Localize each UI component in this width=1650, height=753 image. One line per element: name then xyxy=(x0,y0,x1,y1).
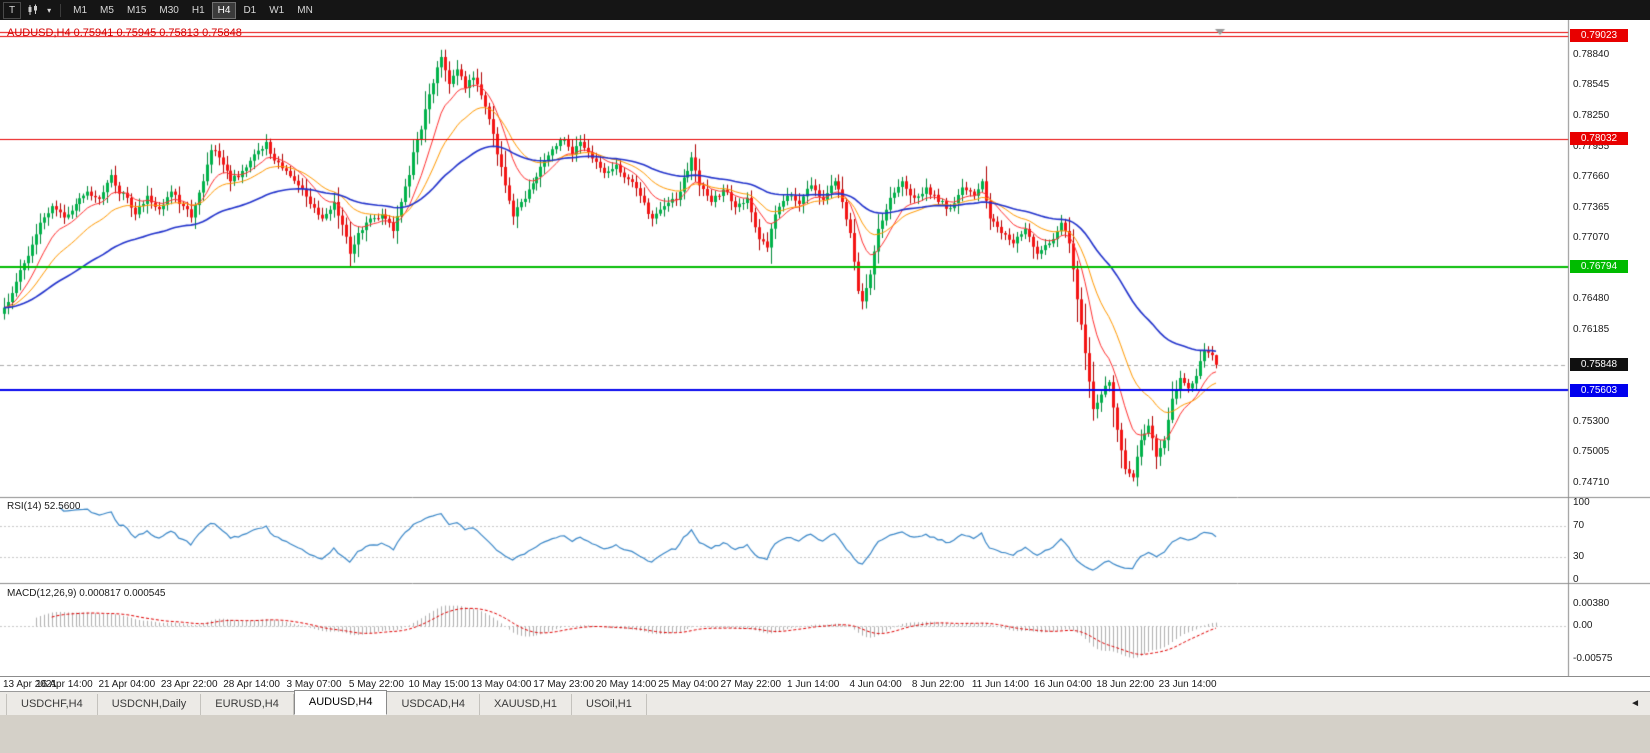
price-line-badge: 0.75603 xyxy=(1570,383,1628,397)
price-axis-tick: 0.77070 xyxy=(1573,232,1610,244)
time-axis-label: 16 Jun 04:00 xyxy=(1033,679,1092,690)
time-axis-label: 11 Jun 14:00 xyxy=(971,679,1029,690)
chart-title-ohlc: AUDUSD,H4 0.75941 0.75945 0.75813 0.7584… xyxy=(7,27,242,39)
price-line-badge: 0.75848 xyxy=(1570,358,1628,372)
time-axis-label: 3 May 07:00 xyxy=(286,679,342,690)
tab-scroll-left-icon[interactable]: ◄ xyxy=(1630,698,1640,709)
rsi-indicator-label: RSI(14) 52.5600 xyxy=(7,501,80,512)
time-axis-label: 1 Jun 14:00 xyxy=(787,679,840,690)
time-axis-label: 8 Jun 22:00 xyxy=(911,679,965,690)
time-axis-label: 17 May 23:00 xyxy=(533,679,594,690)
price-line-badge: 0.79023 xyxy=(1570,29,1628,43)
timeframe-button-mn[interactable]: MN xyxy=(297,4,313,16)
templates-button[interactable]: T xyxy=(3,1,22,19)
status-strip xyxy=(0,715,1650,753)
price-axis-tick: 0.77365 xyxy=(1573,201,1610,213)
price-axis-tick: 0.76185 xyxy=(1573,323,1610,335)
time-axis-label: 10 May 15:00 xyxy=(408,679,470,690)
timeframe-button-m15[interactable]: M15 xyxy=(126,4,147,16)
time-axis-label: 5 May 22:00 xyxy=(348,679,404,690)
chart-type-button[interactable] xyxy=(23,2,43,18)
price-axis-tick: 0.75005 xyxy=(1573,446,1610,458)
timeframe-button-h1[interactable]: H1 xyxy=(191,4,205,16)
time-axis-label: 23 Apr 22:00 xyxy=(160,679,218,690)
time-axis-label: 28 Apr 14:00 xyxy=(223,679,280,690)
macd-axis-tick: -0.00575 xyxy=(1573,652,1613,664)
timeframe-button-h4[interactable]: H4 xyxy=(211,1,237,19)
rsi-axis-tick: 0 xyxy=(1573,574,1579,585)
time-axis-label: 23 Jun 14:00 xyxy=(1158,679,1217,690)
time-axis-label: 4 Jun 04:00 xyxy=(849,679,902,690)
timeframe-button-m1[interactable]: M1 xyxy=(73,4,88,16)
price-line-badge: 0.78032 xyxy=(1570,132,1628,146)
price-axis-tick: 0.76480 xyxy=(1573,293,1610,305)
price-axis-tick: 0.78250 xyxy=(1573,110,1610,122)
rsi-name: RSI(14) xyxy=(7,501,42,512)
chart-tab-xauusd[interactable]: XAUUSD,H1 xyxy=(480,694,572,715)
time-axis-label: 13 May 04:00 xyxy=(470,679,532,690)
macd-signal-value: 0.000545 xyxy=(123,588,166,599)
time-axis-label: 18 Jun 22:00 xyxy=(1096,679,1155,690)
chart-tab-audusd[interactable]: AUDUSD,H4 xyxy=(293,690,388,715)
time-axis-label: 13 Apr 2021 xyxy=(3,679,57,690)
rsi-axis-tick: 100 xyxy=(1573,497,1590,508)
chart-tabs-bar: USDCHF,H4 USDCNH,Daily EURUSD,H4 AUDUSD,… xyxy=(0,690,1650,715)
top-toolbar: T ▾ M1 M5 M15 M30 H1 H4 D1 W1 MN xyxy=(0,0,1650,20)
timeframe-button-w1[interactable]: W1 xyxy=(269,4,285,16)
price-axis-tick: 0.78545 xyxy=(1573,79,1610,91)
price-axis-tick: 0.74710 xyxy=(1573,476,1610,488)
rsi-axis-tick: 30 xyxy=(1573,550,1585,562)
time-axis-label: 25 May 04:00 xyxy=(658,679,719,690)
chart-tab-usdcnh[interactable]: USDCNH,Daily xyxy=(98,694,202,715)
price-chart-canvas[interactable] xyxy=(0,20,1650,676)
price-axis-tick: 0.75300 xyxy=(1573,415,1610,427)
macd-axis-tick: 0.00380 xyxy=(1573,598,1610,610)
chart-tab-usdcad[interactable]: USDCAD,H4 xyxy=(387,694,481,715)
price-axis-tick: 0.78840 xyxy=(1573,48,1610,60)
time-axis-label: 20 May 14:00 xyxy=(595,679,657,690)
macd-name: MACD(12,26,9) xyxy=(7,588,77,599)
time-axis: 13 Apr 2021 16 Apr 14:00 21 Apr 04:00 23 Ap… xyxy=(0,676,1650,691)
price-axis-tick: 0.77955 xyxy=(1573,140,1610,152)
toolbar-separator xyxy=(60,3,62,17)
price-line-badge: 0.76794 xyxy=(1570,260,1628,274)
macd-indicator-label: MACD(12,26,9) 0.000817 0.000545 xyxy=(7,588,165,599)
price-axis-tick: 0.77660 xyxy=(1573,171,1610,183)
macd-axis-tick: 0.00 xyxy=(1573,620,1593,631)
time-axis-label: 16 Apr 14:00 xyxy=(36,679,93,690)
chart-type-dropdown-icon[interactable]: ▾ xyxy=(47,5,52,15)
rsi-current-value: 52.5600 xyxy=(44,501,81,512)
macd-main-value: 0.000817 xyxy=(79,588,121,599)
timeframe-button-m30[interactable]: M30 xyxy=(159,4,179,16)
chart-tab-eurusd[interactable]: EURUSD,H4 xyxy=(201,694,294,715)
timeframe-button-m5[interactable]: M5 xyxy=(100,4,114,16)
candlestick-chart-icon xyxy=(28,4,38,15)
chart-tab-usdchf[interactable]: USDCHF,H4 xyxy=(6,694,98,715)
rsi-axis-tick: 70 xyxy=(1573,520,1585,532)
time-axis-label: 27 May 22:00 xyxy=(720,679,782,690)
time-axis-label: 21 Apr 04:00 xyxy=(98,679,156,690)
chart-tab-usoil[interactable]: USOil,H1 xyxy=(572,694,647,715)
timeframe-button-d1[interactable]: D1 xyxy=(243,4,257,16)
